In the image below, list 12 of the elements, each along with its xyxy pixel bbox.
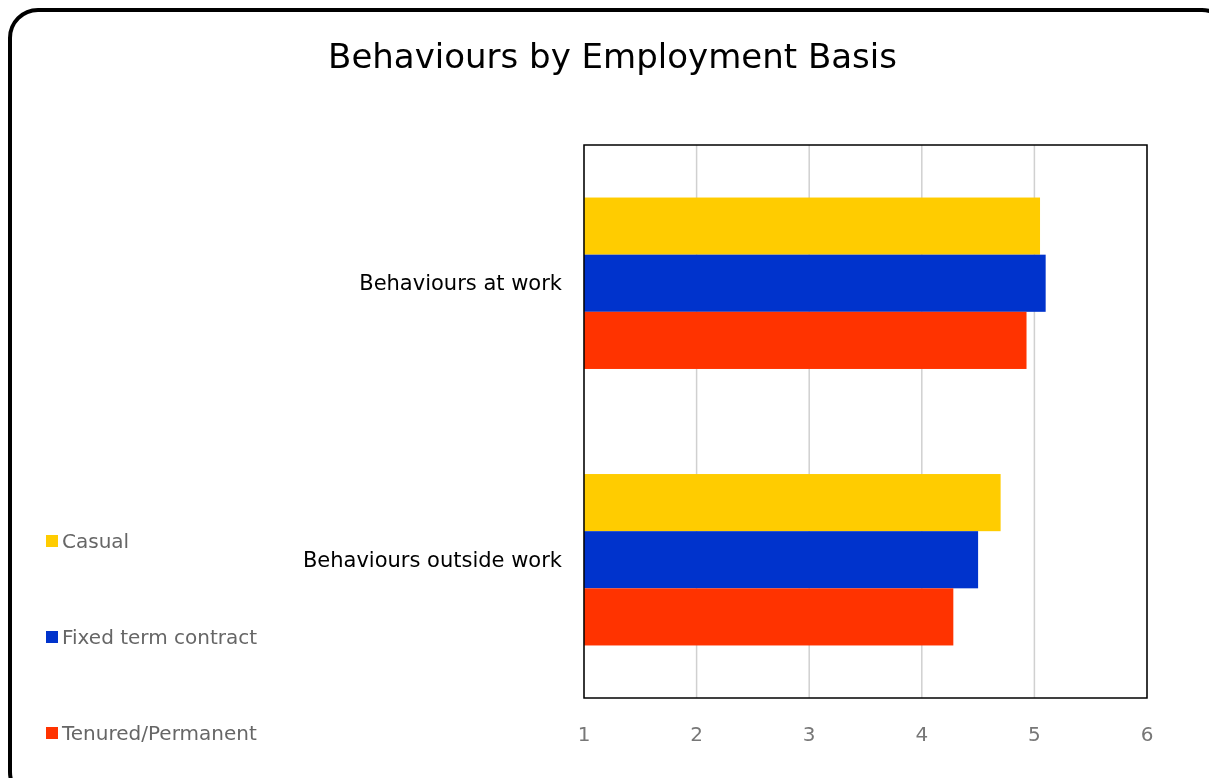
x-tick-label: 5 <box>1028 722 1041 746</box>
x-tick-label: 3 <box>802 722 816 746</box>
x-tick-label: 2 <box>690 722 703 746</box>
y-tick-label: Behaviours outside work <box>302 547 563 572</box>
x-tick-label: 6 <box>1140 722 1154 746</box>
legend-label: Tenured/Permanent <box>61 721 257 745</box>
chart-title: Behaviours by Employment Basis <box>328 36 897 76</box>
legend-label: Casual <box>62 529 130 553</box>
x-tick-label: 1 <box>577 722 591 746</box>
x-tick-label: 4 <box>915 722 929 746</box>
legend-label: Fixed term contract <box>62 625 258 649</box>
y-tick-label: Behaviours at work <box>359 271 563 296</box>
